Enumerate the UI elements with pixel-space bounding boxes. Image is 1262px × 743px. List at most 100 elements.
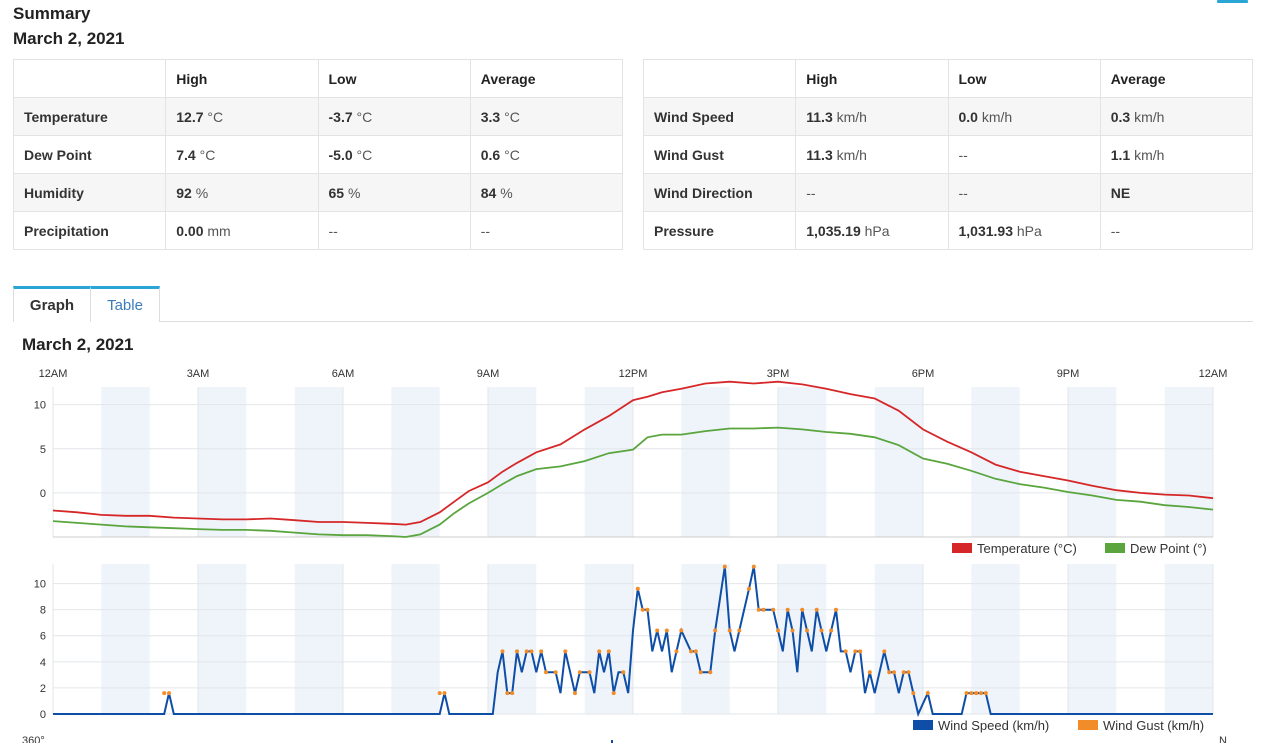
wind-gust-point [722, 564, 727, 569]
hour-band [488, 387, 537, 537]
wind-gust-point [925, 691, 930, 696]
cell-unit: °C [500, 146, 520, 163]
hour-band [391, 564, 440, 714]
wind-gust-point [510, 691, 515, 696]
wind-gust-point [747, 586, 751, 591]
graph-date-title: March 2, 2021 [22, 335, 134, 354]
legend-swatch-dew-point [1105, 543, 1125, 553]
x-tick-label: 3AM [187, 368, 210, 380]
table-cell: -- [947, 173, 1101, 212]
hour-band [1164, 387, 1213, 537]
wind-gust-point [606, 649, 611, 654]
wind-gust-point [698, 670, 703, 675]
hour-band [1068, 564, 1117, 714]
wind-gust-point [162, 691, 167, 696]
wind-gust-point [553, 670, 558, 675]
wind-gust-point [645, 607, 650, 612]
hour-band [971, 387, 1020, 537]
wind-gust-point [573, 691, 577, 696]
cell-value: 0.6 [480, 146, 501, 163]
wind-gust-point [529, 649, 534, 654]
cell-value: 1.1 [1110, 146, 1131, 163]
wind-gust-point [597, 649, 602, 654]
x-tick-label: 9PM [1057, 368, 1080, 380]
wind-gust-point [892, 670, 896, 675]
wind-gust-point [800, 607, 805, 612]
hour-band [294, 387, 343, 537]
cell-unit: % [191, 184, 209, 201]
cell-unit: km/h [1130, 146, 1165, 163]
table-cell: 1,031.93 hPa [947, 211, 1101, 250]
table-cell: 0.3 km/h [1099, 97, 1254, 136]
wind-gust-point [751, 564, 756, 569]
wind-gust-point [635, 586, 640, 591]
wind-gust-point [969, 691, 974, 696]
cell-unit: mm [203, 222, 231, 239]
wind-gust-point [708, 670, 713, 675]
cell-unit: hPa [860, 222, 890, 239]
wind-gust-point [771, 607, 776, 612]
cell-unit: km/h [977, 108, 1013, 125]
tab-graph[interactable]: Graph [13, 286, 91, 322]
cell-unit: % [344, 184, 361, 201]
y-tick-label: 4 [40, 657, 46, 669]
table-row: Wind Direction -- -- NE [642, 173, 1254, 212]
table-cell: 11.3 km/h [795, 135, 949, 174]
hour-band [971, 564, 1020, 714]
wind-gust-point [834, 607, 838, 612]
cell-unit: °C [352, 108, 373, 125]
wind-gust-point [587, 670, 592, 675]
hour-band [778, 564, 827, 714]
hour-band [584, 387, 633, 537]
table-row: Dew Point 7.4 °C -5.0 °C 0.6 °C [12, 135, 624, 174]
summary-table-wind: High Low Average Wind Speed 11.3 km/h 0.0 km/… [642, 59, 1254, 250]
table-cell: 92 % [165, 173, 319, 212]
cell-value: 12.7 [176, 108, 204, 125]
table-cell: 0.6 °C [469, 135, 624, 174]
wind-gust-point [790, 628, 795, 633]
tab-table[interactable]: Table [91, 286, 160, 322]
temperature-series-line [52, 380, 1214, 526]
x-tick-label: 6PM [912, 368, 935, 380]
hour-band [391, 387, 440, 537]
wind-gust-point [515, 649, 519, 654]
table-cell: 0.00 mm [165, 211, 319, 250]
cell-unit: °C [352, 146, 373, 163]
hour-band [874, 387, 923, 537]
cell-unit: km/h [1130, 108, 1165, 125]
hour-band [294, 564, 343, 714]
y-tick-label: 6 [40, 631, 46, 643]
legend-swatch-wind-gust [1078, 720, 1098, 730]
tab-divider [159, 321, 1253, 322]
wind-gust-point [964, 691, 969, 696]
cell-value: 0.3 [1110, 108, 1131, 125]
y-tick-label: 10 [34, 400, 46, 412]
cell-value: 65 [328, 184, 345, 201]
table-row: Temperature 12.7 °C -3.7 °C 3.3 °C [12, 97, 624, 136]
cell-value: 0.00 [176, 222, 204, 239]
wind-gust-point [679, 628, 684, 633]
cell-unit: °C [500, 108, 520, 125]
table-cell: -- [469, 211, 624, 250]
table-cell: 7.4 °C [165, 135, 319, 174]
row-label: Precipitation [12, 211, 167, 250]
y-tick-label: 2 [40, 683, 46, 695]
wind-gust-point [689, 649, 693, 654]
hour-band [198, 387, 247, 537]
legend-swatch-wind-speed [913, 720, 933, 730]
wind-speed-series-line [53, 566, 1213, 718]
dew-point-series-line [52, 426, 1214, 538]
table-cell: 3.3 °C [469, 97, 624, 136]
right-table-col-header: Average [1099, 59, 1254, 98]
wind-gust-point [979, 691, 983, 696]
summary-title: Summary [13, 4, 91, 23]
wind-gust-point [655, 628, 660, 633]
wind-gust-point [756, 607, 761, 612]
cell-value: -- [480, 222, 491, 239]
hour-band [778, 387, 827, 537]
cell-value: 3.3 [480, 108, 501, 125]
hour-band [101, 564, 150, 714]
cell-value: 7.4 [176, 146, 196, 163]
weather-charts: 12AM 3AM 6AM 9AM 12PM 3PM 6PM 9PM 12AM 0 5 10 Temper… [22, 368, 1227, 743]
wind-gust-point [785, 607, 790, 612]
